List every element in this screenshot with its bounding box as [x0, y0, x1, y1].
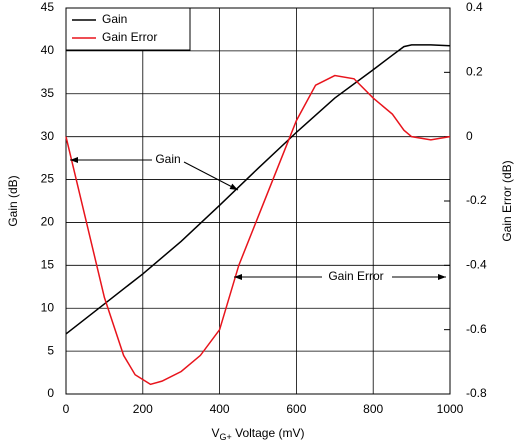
- annotation: Gain Error: [328, 269, 383, 283]
- y-tick-label: 5: [47, 343, 54, 357]
- y2-tick-label: -0.2: [466, 193, 487, 207]
- x-tick-label: 400: [210, 402, 230, 416]
- x-axis-label: VG+ Voltage (mV): [212, 426, 305, 442]
- y-tick-label: 30: [41, 129, 55, 143]
- x-tick-label: 600: [286, 402, 306, 416]
- plot-frame: [65, 7, 451, 395]
- y2-axis-label: Gain Error (dB): [500, 160, 514, 241]
- legend-label: Gain Error: [102, 30, 157, 44]
- x-tick-label: 1000: [437, 402, 464, 416]
- x-tick-label: 200: [133, 402, 153, 416]
- y2-tick-label: 0.2: [466, 65, 483, 79]
- y2-tick-label: -0.8: [466, 386, 487, 400]
- x-tick-label: 800: [363, 402, 383, 416]
- annotation: Gain: [155, 152, 180, 166]
- y2-tick-label: 0: [466, 129, 473, 143]
- legend-label: Gain: [102, 12, 127, 26]
- y-tick-label: 25: [41, 172, 55, 186]
- y-tick-label: 0: [47, 386, 54, 400]
- y2-tick-label: -0.6: [466, 322, 487, 336]
- y-tick-label: 40: [41, 43, 55, 57]
- y-tick-label: 20: [41, 215, 55, 229]
- x-label-rest: Voltage (mV): [232, 426, 305, 440]
- x-label-main: V: [212, 426, 220, 440]
- y2-tick-label: 0.4: [466, 0, 483, 14]
- series-line: [65, 74, 451, 386]
- y-tick-label: 10: [41, 300, 55, 314]
- y-tick-label: 15: [41, 258, 55, 272]
- series-line: [65, 44, 451, 335]
- annotation-arrow: [183, 161, 239, 191]
- y-tick-label: 45: [41, 0, 55, 14]
- y-axis-label: Gain (dB): [6, 175, 20, 226]
- y-tick-label: 35: [41, 86, 55, 100]
- x-tick-label: 0: [63, 402, 70, 416]
- legend-box: [65, 7, 191, 51]
- x-label-sub: G+: [220, 432, 232, 442]
- y2-tick-label: -0.4: [466, 258, 487, 272]
